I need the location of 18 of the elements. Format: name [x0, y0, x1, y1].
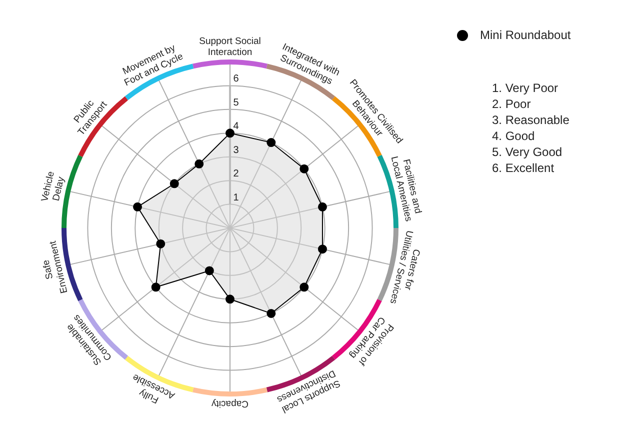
spoke-label: Caters for Utilities / Services: [387, 229, 422, 306]
text: 2. Poor: [492, 96, 532, 112]
y-tick-label: 1: [233, 192, 240, 204]
spoke-label: Vehicle Delay: [39, 170, 68, 203]
y-tick-label: 5: [233, 97, 240, 108]
spoke-label: Facilities and Local Amenities: [388, 155, 424, 223]
text: 5. Very Good: [492, 144, 564, 160]
text: Mini Roundabout: [480, 28, 571, 42]
text: 3. Reasonable: [492, 112, 570, 128]
spoke-label: Capacity: [211, 398, 248, 409]
y-tick-label: 2: [233, 168, 240, 180]
text: 1. Very Poor: [492, 80, 560, 96]
y-tick-label: 6: [233, 74, 240, 85]
text: 6. Excellent: [492, 160, 556, 176]
y-tick-label: 3: [233, 144, 240, 156]
spoke-label: Support Social Interaction: [199, 36, 261, 58]
text: 4. Good: [492, 128, 536, 144]
y-tick-label: 4: [233, 121, 240, 132]
